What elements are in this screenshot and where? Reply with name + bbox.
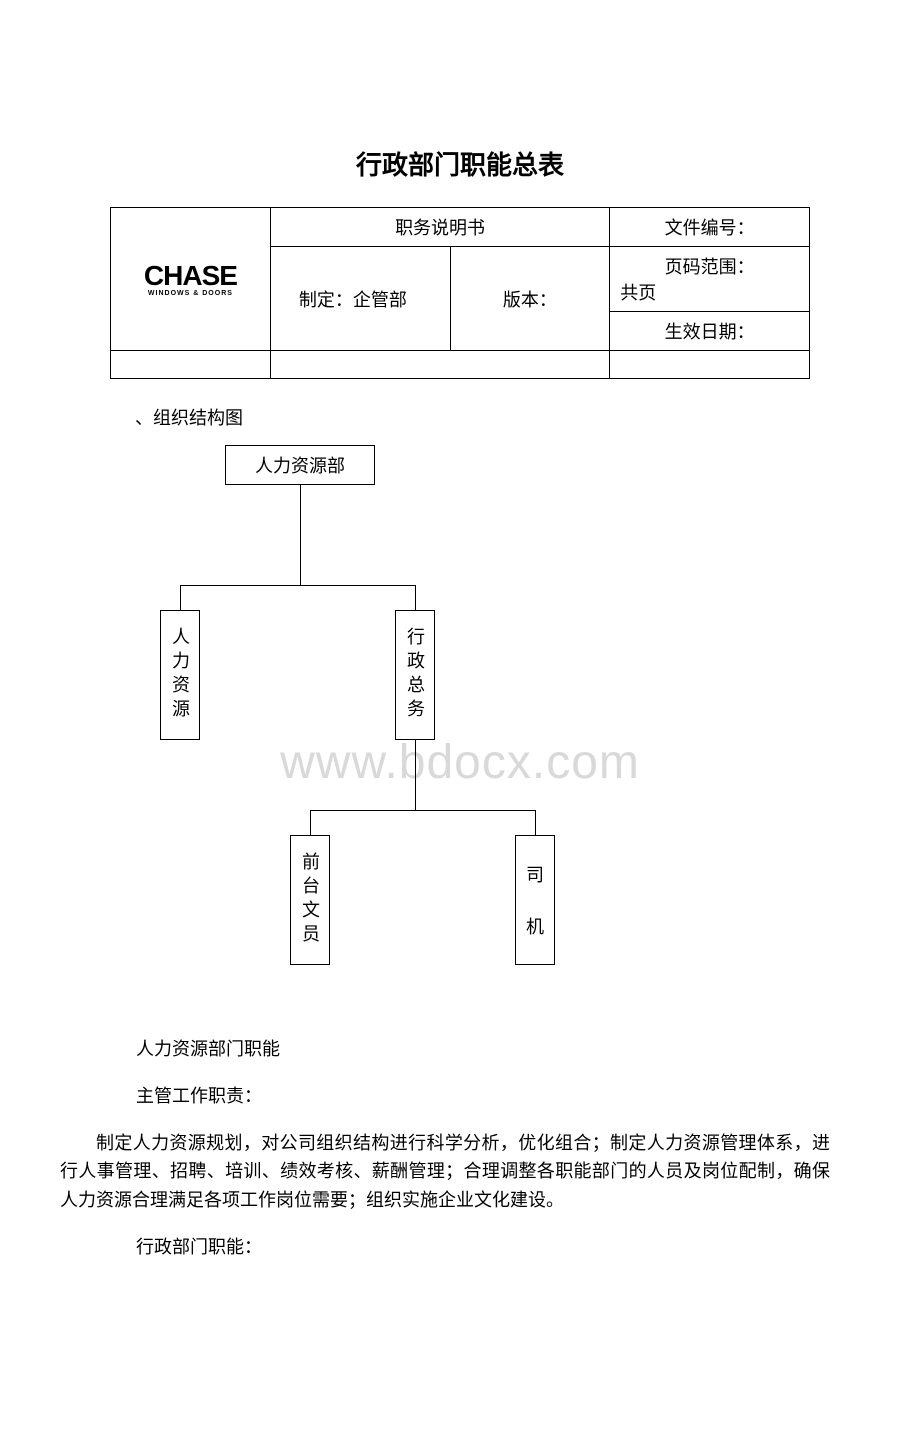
header-table: CHASE WINDOWS & DOORS 职务说明书 文件编号： 制定：企管部… [110,207,810,379]
logo-sub: WINDOWS & DOORS [111,290,270,297]
section-org-label: 、组织结构图 [135,404,920,430]
org-line [415,740,416,810]
header-r3c4: 生效日期： [610,312,810,351]
org-line [300,485,301,585]
empty-cell [270,351,609,379]
empty-cell [111,351,271,379]
header-r2c3: 版本： [450,247,610,351]
body-para: 制定人力资源规划，对公司组织结构进行科学分析，优化组合；制定人力资源管理体系，进… [60,1129,830,1215]
header-r1c2: 职务说明书 [270,208,609,247]
body-h3: 行政部门职能： [100,1233,820,1262]
empty-cell [610,351,810,379]
org-line [310,810,311,835]
body-h1: 人力资源部门职能 [100,1035,820,1064]
header-r1c4: 文件编号： [610,208,810,247]
body-text: 人力资源部门职能 主管工作职责： 制定人力资源规划，对公司组织结构进行科学分析，… [100,1035,820,1262]
page-title: 行政部门职能总表 [0,145,920,182]
org-line [415,585,416,610]
logo-cell: CHASE WINDOWS & DOORS [111,208,271,351]
body-h2: 主管工作职责： [100,1082,820,1111]
org-line [180,585,415,586]
logo-main: CHASE [111,262,270,290]
org-front: 前台文员 [290,835,330,965]
header-r2c2: 制定：企管部 [270,247,450,351]
org-driver-char2: 机 [526,913,544,939]
page-range-label: 页码范围： [620,253,799,279]
org-hr-label: 人力资源 [167,619,193,731]
org-driver-char1: 司 [526,861,544,887]
org-chart: 人力资源部 人力资源 行政总务 前台文员 司 机 [110,445,810,1015]
header-r2c4: 页码范围： 共页 [610,247,810,312]
org-line [535,810,536,835]
page-count: 共页 [620,279,799,305]
org-line [310,810,535,811]
org-driver: 司 机 [515,835,555,965]
org-front-label: 前台文员 [297,844,323,956]
org-admin-label: 行政总务 [402,619,428,731]
org-line [180,585,181,610]
org-hr: 人力资源 [160,610,200,740]
org-admin: 行政总务 [395,610,435,740]
org-root: 人力资源部 [225,445,375,485]
